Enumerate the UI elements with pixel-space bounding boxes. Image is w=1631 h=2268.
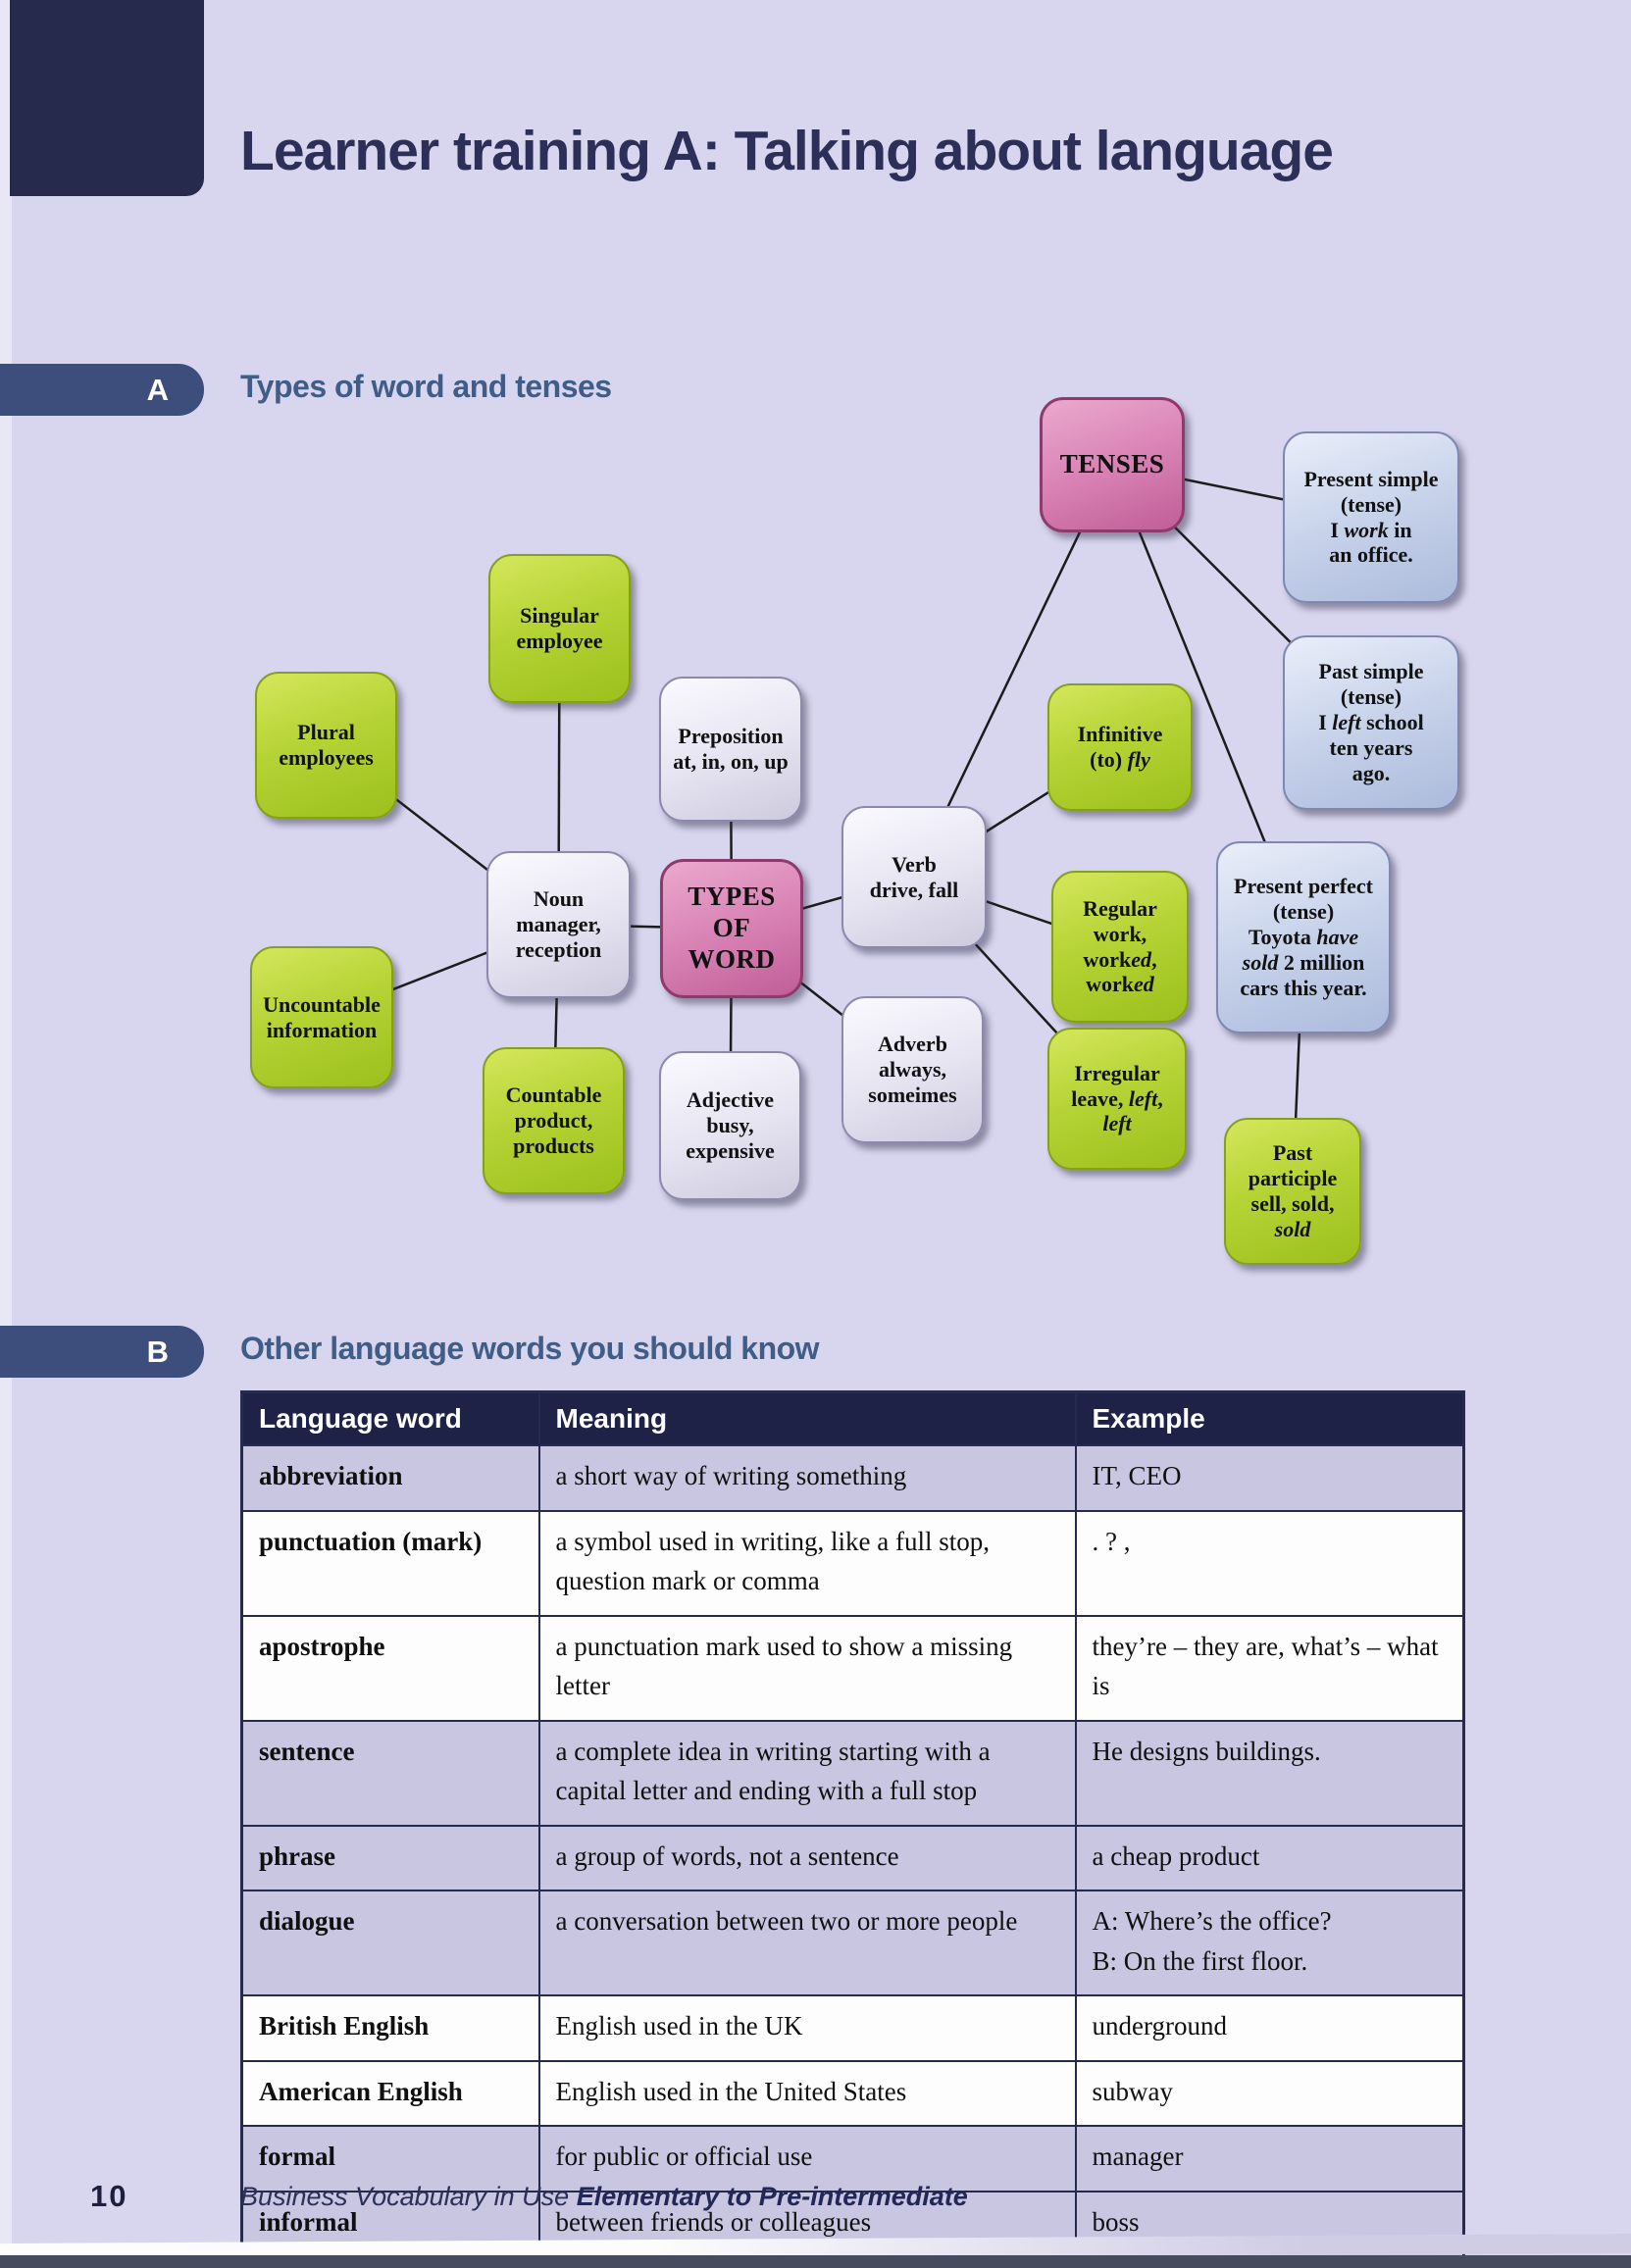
language-words-table: Language word Meaning Example abbreviation… — [240, 1390, 1465, 2258]
table-cell-word: apostrophe — [240, 1614, 540, 1722]
diagram-node-label: Present perfect (tense) Toyota have sold 2 … — [1234, 874, 1373, 1000]
table-row: abbreviation a short way of writing somet… — [240, 1444, 1465, 1512]
table-cell-word: abbreviation — [240, 1444, 540, 1512]
table-cell-word: phrase — [240, 1824, 540, 1891]
diagram-node-label: Irregular leave, left, left — [1071, 1060, 1163, 1136]
table-cell-example: a cheap product — [1074, 1824, 1465, 1891]
table-cell-example: they’re – they are, what’s – what is — [1074, 1614, 1465, 1722]
diagram-node-label: Adverb always, someimes — [868, 1032, 957, 1107]
section-a-heading: Types of word and tenses — [240, 369, 612, 404]
table-header-row: Language word Meaning Example — [240, 1390, 1465, 1446]
section-b-label: B — [146, 1334, 169, 1369]
diagram-node-irregular: Irregular leave, left, left — [1047, 1028, 1187, 1170]
section-a-label: A — [146, 372, 169, 407]
table-cell-example: . ? , — [1074, 1509, 1465, 1617]
book-title: Business Vocabulary in Use Elementary to… — [240, 2182, 968, 2212]
unit-corner-block — [10, 0, 204, 196]
table-cell-word: American English — [240, 2059, 540, 2127]
diagram-node-label: TYPES OF WORD — [688, 882, 776, 974]
section-a-pill: A — [0, 364, 204, 416]
diagram-node-label: Present simple (tense) I work in an office. — [1303, 466, 1439, 568]
diagram-node-label: Past participle sell, sold, sold — [1248, 1140, 1338, 1241]
table-cell-meaning: English used in the UK — [537, 1994, 1077, 2062]
table-cell-word: British English — [240, 1994, 540, 2062]
diagram-node-label: Uncountable information — [263, 991, 381, 1042]
table-cell-word: dialogue — [240, 1890, 540, 1996]
diagram-node-noun: Noun manager, reception — [486, 851, 631, 998]
table-row: dialogue a conversation between two or mo… — [240, 1890, 1465, 1996]
diagram-node-plural: Plural employees — [255, 672, 397, 819]
scan-left-edge — [0, 0, 12, 2268]
diagram-node-label: Infinitive (to) fly — [1077, 722, 1163, 772]
diagram-node-countable: Countable product, products — [483, 1047, 625, 1194]
table-cell-word: punctuation (mark) — [240, 1509, 540, 1617]
table-row: sentence a complete idea in writing start… — [240, 1719, 1465, 1827]
table-row: British English English used in the UK und… — [240, 1994, 1465, 2062]
table-cell-meaning: a conversation between two or more peopl… — [537, 1890, 1077, 1996]
page-number: 10 — [90, 2179, 128, 2213]
section-b-heading: Other language words you should know — [240, 1331, 820, 1366]
diagram-node-types-of-word: TYPES OF WORD — [660, 859, 803, 998]
table-cell-meaning: a symbol used in writing, like a full st… — [537, 1509, 1077, 1617]
diagram-node-label: Noun manager, reception — [515, 886, 602, 962]
table-row: phrase a group of words, not a sentence a … — [240, 1824, 1465, 1891]
table-column-header: Example — [1074, 1390, 1465, 1446]
table-cell-example: A: Where’s the office? B: On the first f… — [1074, 1890, 1465, 1996]
table-cell-example: IT, CEO — [1074, 1444, 1465, 1512]
diagram-node-label: Past simple (tense) I left school ten years… — [1318, 659, 1424, 785]
table-cell-meaning: a complete idea in writing starting with… — [537, 1719, 1077, 1827]
diagram-node-verb: Verb drive, fall — [841, 806, 987, 948]
diagram-node-singular: Singular employee — [488, 554, 631, 703]
diagram-node-label: Verb drive, fall — [869, 851, 959, 902]
diagram-node-label: Singular employee — [516, 603, 603, 653]
book-title-text: Business Vocabulary in Use — [240, 2182, 570, 2211]
section-b-pill: B — [0, 1326, 204, 1378]
table-cell-meaning: a punctuation mark used to show a missin… — [537, 1614, 1077, 1722]
diagram-node-adjective: Adjective busy, expensive — [659, 1051, 801, 1200]
table-cell-word: sentence — [240, 1719, 540, 1827]
diagram-node-label: Plural employees — [279, 720, 374, 770]
diagram-node-label: TENSES — [1059, 449, 1165, 479]
diagram-node-label: Adjective busy, expensive — [686, 1087, 775, 1163]
page-title: Learner training A: Talking about langua… — [240, 120, 1334, 182]
word-tense-mindmap: TENSES Present simple (tense) I work in an o… — [250, 397, 1459, 1265]
table-cell-word: formal — [240, 2125, 540, 2192]
diagram-node-past-simple: Past simple (tense) I left school ten years… — [1283, 635, 1459, 810]
table-cell-example: manager — [1074, 2125, 1465, 2192]
diagram-node-present-perfect: Present perfect (tense) Toyota have sold 2 … — [1216, 841, 1391, 1033]
table-cell-meaning: a group of words, not a sentence — [537, 1824, 1077, 1891]
book-level-text: Elementary to Pre-intermediate — [576, 2182, 968, 2211]
table-cell-meaning: a short way of writing something — [537, 1444, 1077, 1512]
diagram-node-regular: Regular work, worked, worked — [1051, 871, 1189, 1023]
table-row: punctuation (mark) a symbol used in writi… — [240, 1509, 1465, 1617]
table-cell-example: underground — [1074, 1994, 1465, 2062]
table-column-header: Language word — [240, 1390, 540, 1446]
diagram-node-label: Countable product, products — [505, 1083, 602, 1158]
diagram-node-past-participle: Past participle sell, sold, sold — [1224, 1118, 1361, 1265]
table-cell-meaning: English used in the United States — [537, 2059, 1077, 2127]
table-cell-example: subway — [1074, 2059, 1465, 2127]
table-cell-meaning: for public or official use — [537, 2125, 1077, 2192]
diagram-node-preposition: Preposition at, in, on, up — [659, 677, 802, 822]
diagram-node-label: Regular work, worked, worked — [1083, 895, 1157, 997]
table-row: formal for public or official use manager — [240, 2125, 1465, 2192]
diagram-node-present-simple: Present simple (tense) I work in an office. — [1283, 431, 1459, 603]
table-column-header: Meaning — [537, 1390, 1077, 1446]
table-row: apostrophe a punctuation mark used to sho… — [240, 1614, 1465, 1722]
diagram-node-adverb: Adverb always, someimes — [841, 996, 984, 1143]
diagram-node-label: Preposition at, in, on, up — [673, 724, 789, 774]
table-row: American English English used in the Unit… — [240, 2059, 1465, 2127]
diagram-node-uncountable: Uncountable information — [250, 946, 393, 1088]
scan-bottom-dark-edge — [0, 2255, 1631, 2268]
diagram-node-tenses: TENSES — [1040, 397, 1185, 532]
table-cell-example: He designs buildings. — [1074, 1719, 1465, 1827]
diagram-node-infinitive: Infinitive (to) fly — [1047, 683, 1193, 811]
